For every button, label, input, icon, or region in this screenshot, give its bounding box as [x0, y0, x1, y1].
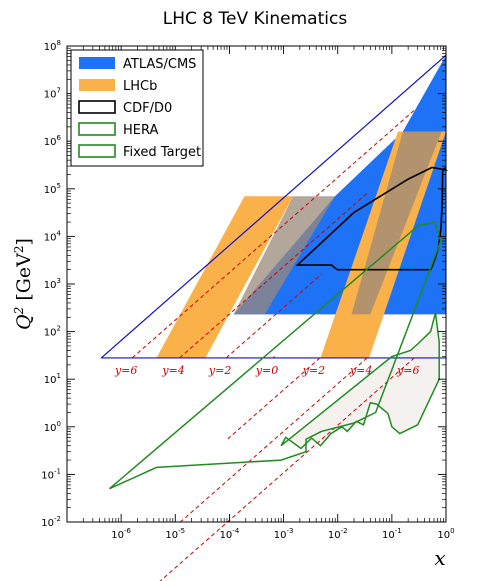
legend-swatch-0 [79, 57, 115, 69]
y-tick-label: 108 [44, 39, 61, 53]
rapidity-label-3: y=0 [255, 364, 278, 377]
x-tick-label: 10-1 [382, 527, 402, 541]
y-tick-label: 100 [44, 420, 61, 434]
x-tick-label: 10-4 [220, 527, 240, 541]
x-tick-label: 10-5 [165, 527, 185, 541]
overlap-band-1 [351, 131, 442, 315]
axes-layer: 10-6 10-5 10-4 10-3 10-2 10-1 100 10-2 10-1 100 10… [12, 39, 455, 570]
legend-label-2: CDF/D0 [123, 101, 172, 116]
cdf-d0-outline-3 [295, 166, 448, 271]
x-tick-label: 10-6 [111, 527, 131, 541]
legend-label-4: Fixed Target [123, 145, 201, 160]
y-tick-label: 107 [44, 87, 61, 101]
rapidity-curve-2 [225, 273, 322, 359]
y-tick-label: 103 [44, 277, 61, 291]
fill-layer [67, 46, 446, 522]
y-tick-label: 106 [44, 134, 62, 148]
y-tick-label: 10-1 [41, 467, 61, 481]
hera-outline-4 [109, 221, 442, 490]
y-tick-label: 101 [44, 372, 61, 386]
overlap-band-0 [233, 196, 335, 315]
rapidity-label-1: y=4 [161, 364, 184, 377]
legend-label-3: HERA [123, 123, 158, 138]
rapidity-label-0: y=6 [114, 364, 137, 377]
y-tick-label: 102 [44, 325, 61, 339]
x-axis-label: x [434, 546, 445, 570]
x-tick-label: 100 [437, 527, 454, 541]
y-tick-label: 10-2 [41, 515, 61, 529]
legend-swatch-3 [78, 122, 116, 136]
kinematic-limit-line [100, 54, 447, 359]
x-tick-label: 10-2 [328, 527, 348, 541]
legend-label-0: ATLAS/CMS [123, 57, 196, 72]
legend-swatch-1 [79, 79, 115, 91]
fixed-target-outline-5 [280, 312, 440, 450]
curve-label-layer: y=6 y=4 y=2 y=0 y=2 y=4 y=6 [114, 364, 420, 377]
rapidity-curve-5 [180, 357, 368, 522]
legend-swatch-4 [78, 144, 116, 158]
line-layer [100, 54, 448, 581]
rapidity-label-4: y=2 [302, 364, 325, 377]
rapidity-label-5: y=4 [349, 364, 372, 377]
y-tick-label: 105 [44, 182, 61, 196]
legend-label-1: LHCb [123, 79, 157, 94]
x-tick-label: 10-3 [274, 527, 294, 541]
y-axis-label: Q2 [GeV2] [12, 238, 35, 330]
y-tick-label: 104 [44, 229, 62, 243]
rapidity-curve-3 [272, 356, 275, 359]
rapidity-label-2: y=2 [208, 364, 231, 377]
legend-swatch-2 [78, 100, 116, 114]
rapidity-curve-6 [159, 357, 415, 581]
chart-title: LHC 8 TeV Kinematics [163, 9, 348, 29]
legend: ATLAS/CMS LHCb CDF/D0 HERA Fixed Target [70, 49, 204, 167]
rapidity-label-6: y=6 [396, 364, 419, 377]
